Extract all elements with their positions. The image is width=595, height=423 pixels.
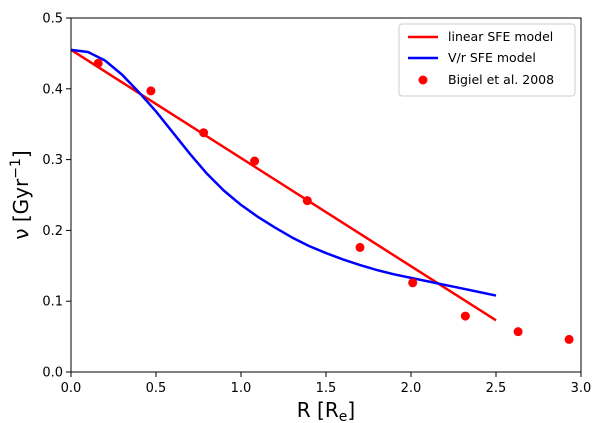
data-point [460,311,470,321]
y-tick-label: 0.4 [42,82,63,97]
y-tick-label: 0.1 [42,295,63,310]
y-tick-label: 0.0 [42,366,63,381]
x-tick-label: 1.0 [231,381,252,396]
y-tick-label: 0.2 [42,224,63,239]
x-tick-label: 1.5 [316,381,337,396]
data-point [146,86,156,96]
data-point [355,242,365,252]
data-point [564,334,574,344]
y-tick-label: 0.3 [42,153,63,168]
data-point [513,327,523,337]
x-tick-label: 2.5 [486,381,507,396]
data-point [302,196,312,206]
x-tick-label: 0.5 [146,381,167,396]
legend-label-vr: V/r SFE model [448,50,536,65]
x-tick-label: 0.0 [61,381,82,396]
data-point [93,58,103,68]
data-point [408,278,418,288]
legend-label-linear: linear SFE model [448,29,553,44]
data-point [250,156,260,166]
data-point [199,128,209,138]
x-tick-label: 3.0 [571,381,592,396]
legend: linear SFE model V/r SFE model Bigiel et… [398,23,576,97]
legend-swatch-bigiel [418,75,428,85]
x-axis-label: R [Re] [297,398,355,423]
legend-box [398,23,576,97]
y-tick-label: 0.5 [42,12,63,27]
series-line-1 [70,48,497,297]
x-tick-label: 2.0 [401,381,422,396]
series-layer [70,48,574,344]
legend-label-bigiel: Bigiel et al. 2008 [448,72,554,87]
y-axis-label: ν [Gyr−1] [8,150,33,239]
